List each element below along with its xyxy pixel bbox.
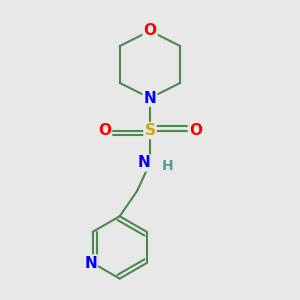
Text: N: N (144, 91, 156, 106)
Text: N: N (137, 155, 150, 170)
Text: H: H (162, 159, 174, 173)
Text: O: O (98, 123, 111, 138)
Text: S: S (145, 123, 155, 138)
Text: O: O (143, 23, 157, 38)
Text: O: O (189, 123, 202, 138)
Text: N: N (84, 256, 97, 271)
